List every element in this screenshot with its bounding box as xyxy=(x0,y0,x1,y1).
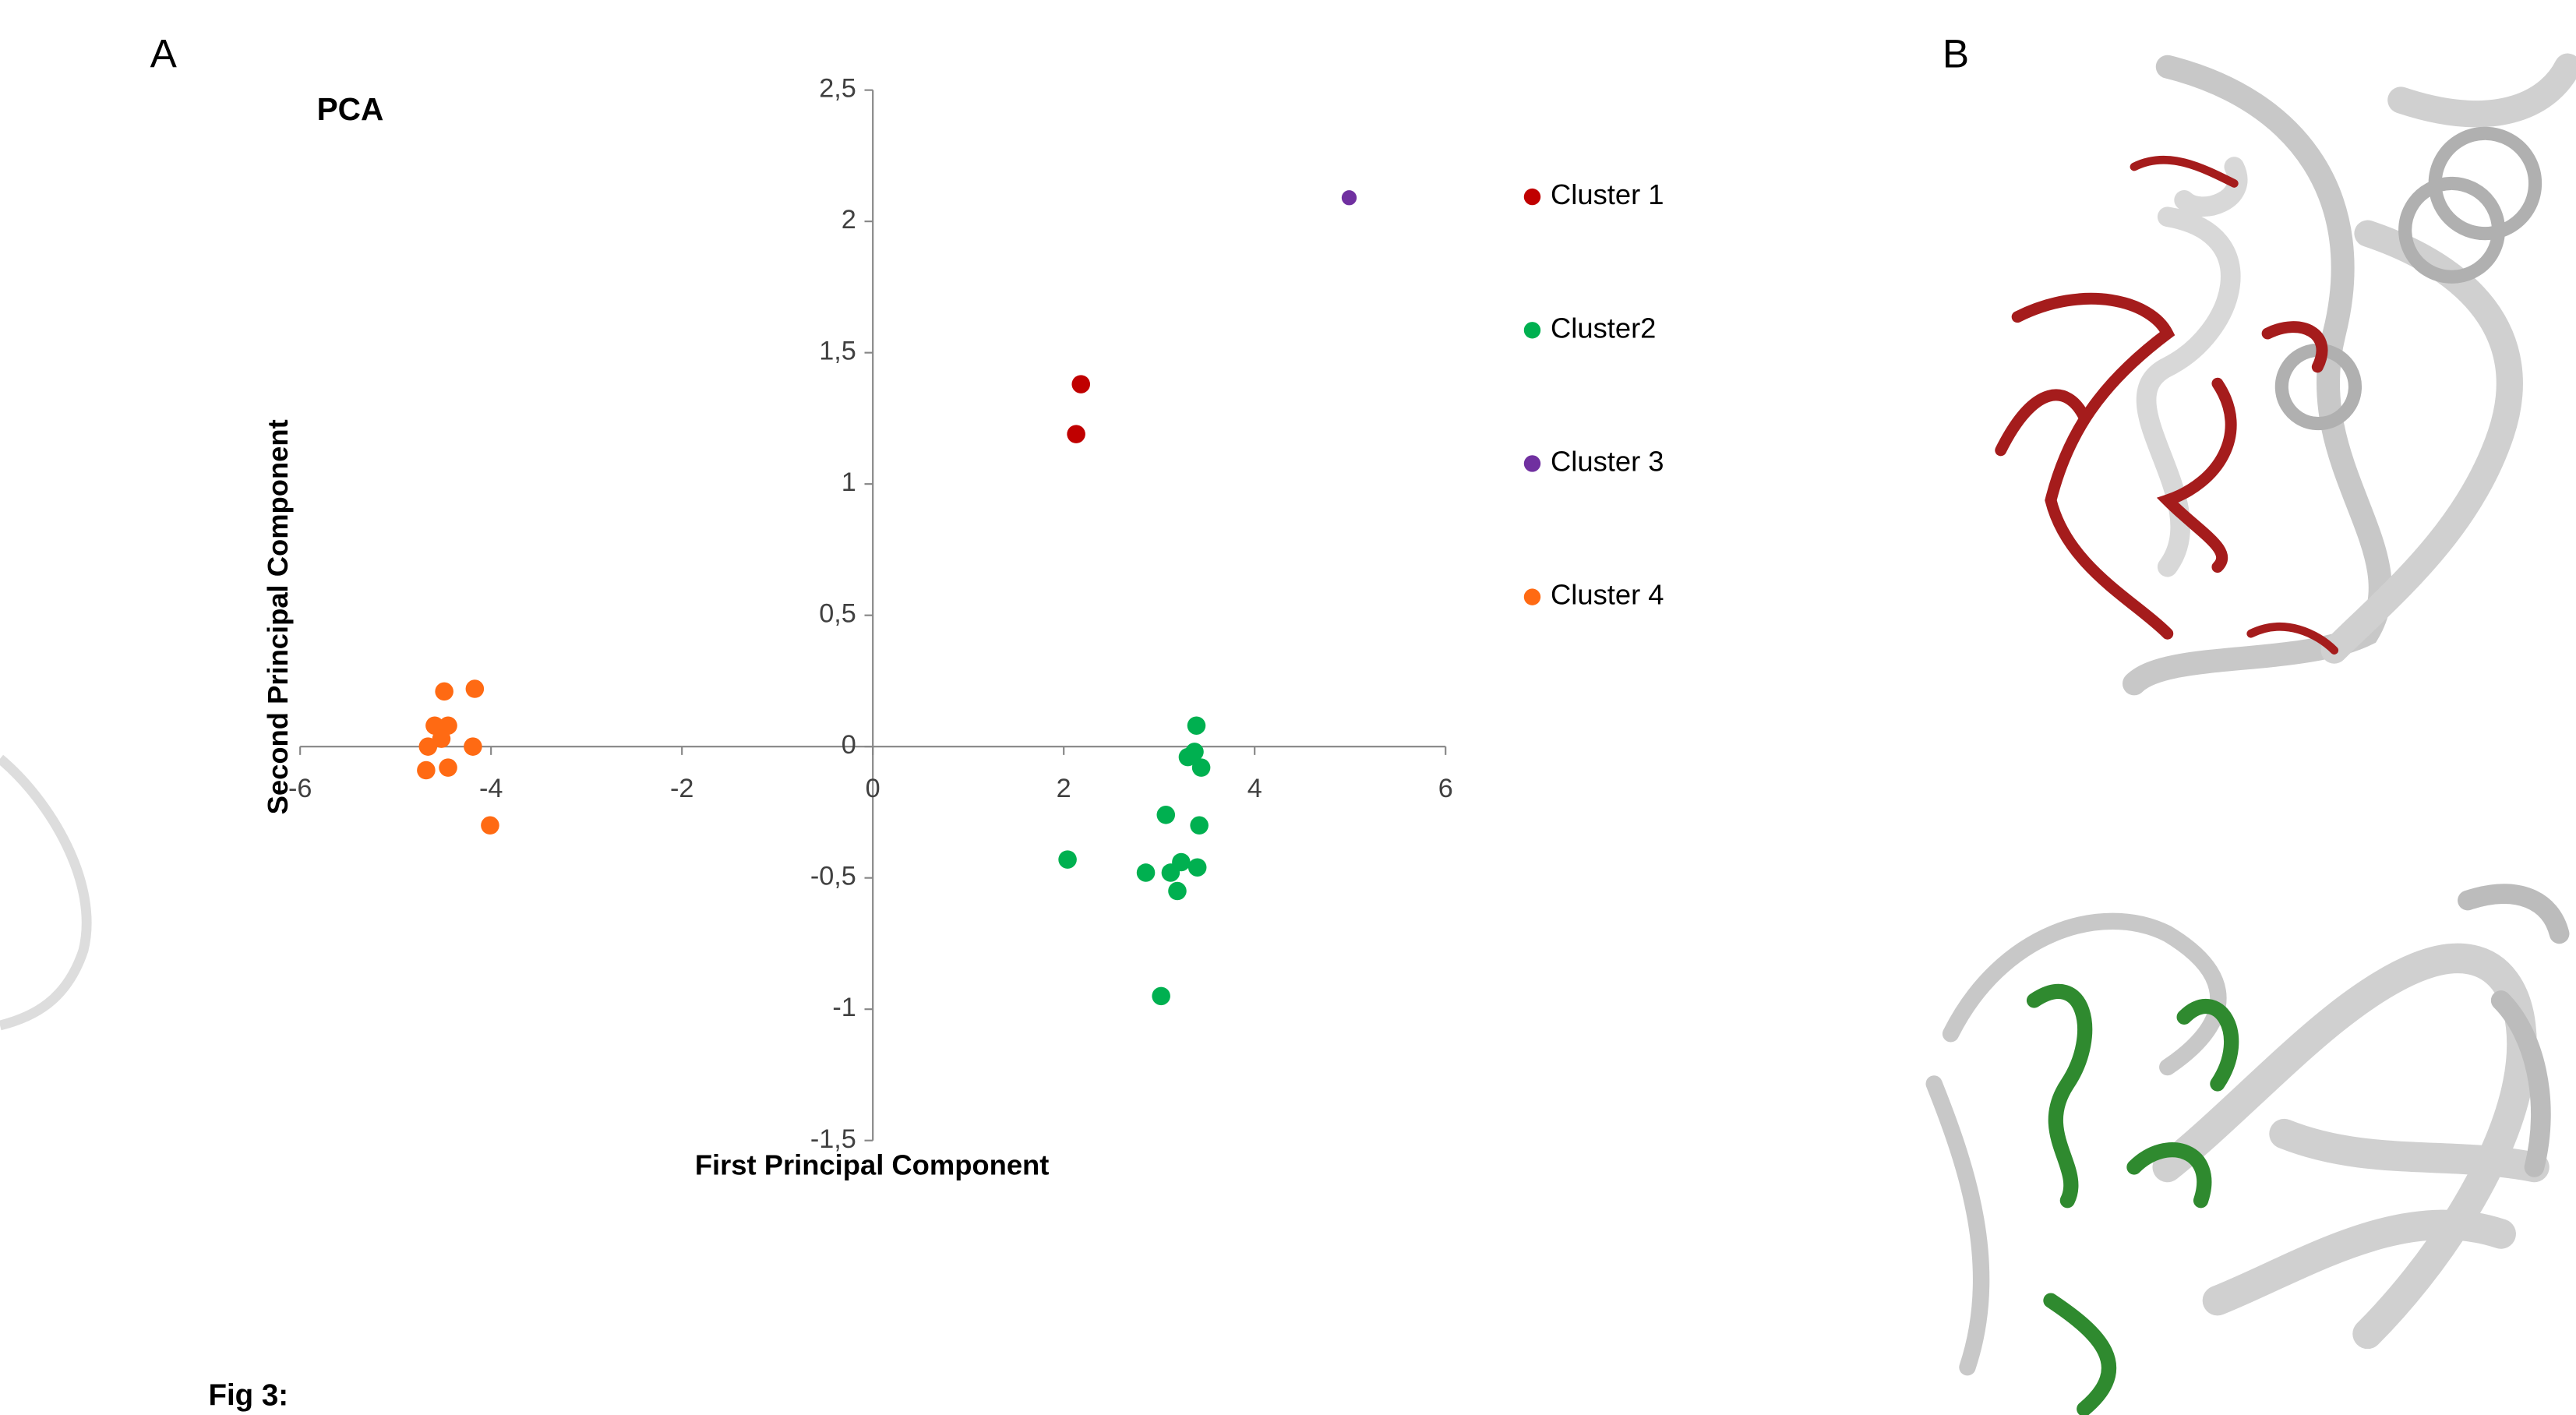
data-point xyxy=(1187,716,1206,735)
y-tick-label: 2,5 xyxy=(819,74,856,104)
legend-marker xyxy=(1524,322,1540,338)
caption: Fig 3: xyxy=(208,1378,288,1412)
y-tick-label: -1,5 xyxy=(810,1124,856,1154)
x-tick-label: 2 xyxy=(1057,774,1071,803)
y-axis-label: Second Principal Component xyxy=(262,419,294,814)
legend-label: Cluster 1 xyxy=(1551,178,1664,210)
data-point xyxy=(466,679,485,698)
protein-structure-top xyxy=(2001,67,2568,684)
x-tick-label: -4 xyxy=(479,774,503,803)
y-tick-label: -1 xyxy=(832,993,856,1022)
panel-label: B xyxy=(1943,31,1969,76)
data-point xyxy=(1190,817,1209,835)
legend-label: Cluster 4 xyxy=(1551,579,1664,611)
x-tick-label: 4 xyxy=(1247,774,1262,803)
y-tick-label: 0,5 xyxy=(819,599,856,629)
data-point xyxy=(464,737,482,756)
protein-structure-bottom xyxy=(1934,894,2559,1409)
x-axis-label: First Principal Component xyxy=(695,1149,1050,1181)
data-point xyxy=(1168,882,1187,901)
protein-left-fragment xyxy=(0,759,86,1025)
data-point xyxy=(481,817,499,835)
y-tick-label: 1,5 xyxy=(819,337,856,366)
data-point xyxy=(1067,425,1085,443)
legend-label: Cluster 3 xyxy=(1551,446,1664,478)
x-tick-label: -6 xyxy=(288,774,312,803)
legend-marker xyxy=(1524,189,1540,205)
data-point xyxy=(1192,758,1211,777)
legend-marker xyxy=(1524,455,1540,471)
data-point xyxy=(1071,375,1090,393)
y-tick-label: 0 xyxy=(842,730,856,760)
data-point xyxy=(1342,190,1357,205)
page: {"panel_labels": ["A", "B"], "caption": … xyxy=(0,0,2576,1415)
data-point xyxy=(435,683,453,701)
data-point xyxy=(439,758,457,777)
chart-title: PCA xyxy=(317,91,384,127)
data-point xyxy=(1152,987,1170,1006)
panel-label: A xyxy=(150,31,178,76)
data-point xyxy=(1137,863,1156,882)
x-tick-label: 6 xyxy=(1438,774,1453,803)
data-point xyxy=(1058,850,1077,869)
legend-label: Cluster2 xyxy=(1551,312,1656,344)
x-tick-label: -2 xyxy=(670,774,693,803)
data-point xyxy=(1188,858,1207,877)
legend-marker xyxy=(1524,588,1540,605)
data-point xyxy=(1157,806,1176,824)
data-point xyxy=(419,737,438,756)
data-point xyxy=(1162,863,1180,882)
y-tick-label: 1 xyxy=(842,468,856,497)
y-tick-label: 2 xyxy=(842,205,856,235)
data-point xyxy=(417,761,436,780)
figure: A B Fig 3: PCA First Principal Component… xyxy=(0,0,2576,1415)
x-tick-label: 0 xyxy=(866,774,880,803)
y-tick-label: -0,5 xyxy=(810,862,856,891)
